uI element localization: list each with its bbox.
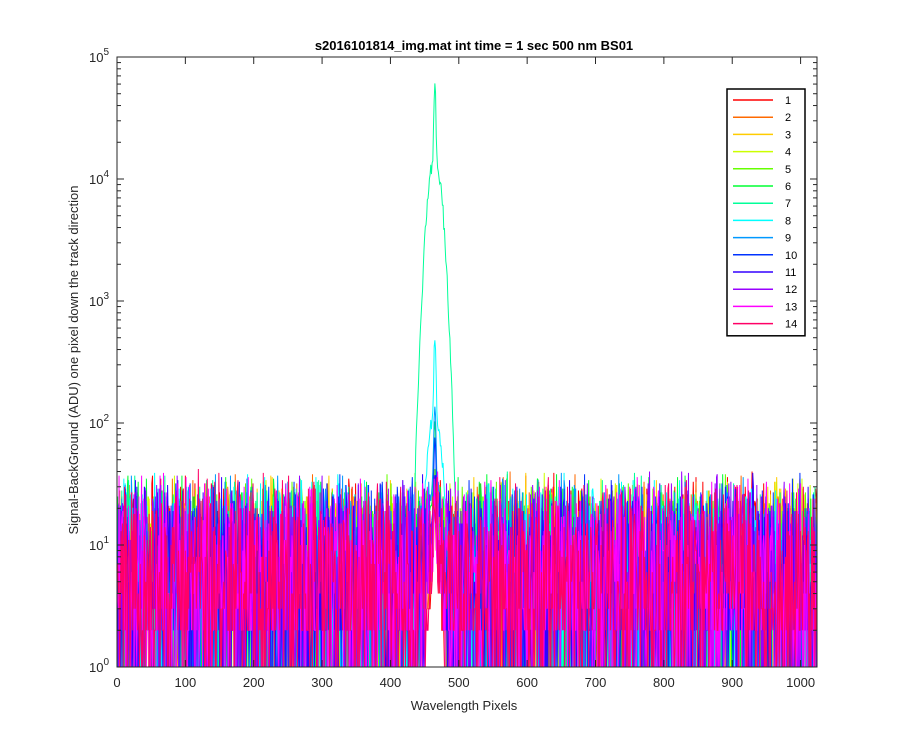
y-tick-label-1000: 103 <box>89 291 109 309</box>
x-tick-label-600: 600 <box>516 675 538 690</box>
x-tick-label-900: 900 <box>721 675 743 690</box>
x-tick-label-700: 700 <box>585 675 607 690</box>
legend-box <box>726 88 806 337</box>
x-tick-label-800: 800 <box>653 675 675 690</box>
legend-label-4: 4 <box>785 147 791 159</box>
x-tick-label-1000: 1000 <box>786 675 815 690</box>
legend-label-2: 2 <box>785 112 791 124</box>
legend-label-14: 14 <box>785 319 797 331</box>
legend-label-12: 12 <box>785 284 797 296</box>
x-tick-label-100: 100 <box>175 675 197 690</box>
y-tick-label-10: 101 <box>89 535 109 553</box>
axes-box <box>116 56 818 668</box>
legend-label-1: 1 <box>785 95 791 107</box>
chart-title: s2016101814_img.mat int time = 1 sec 500… <box>315 38 633 53</box>
x-tick-label-300: 300 <box>311 675 333 690</box>
legend-label-5: 5 <box>785 164 791 176</box>
ticks-group: 0 100 200 300 400 500 600 700 800 900 100010010110… <box>89 47 817 690</box>
series-line-14 <box>117 468 817 667</box>
y-axis-label: Signal-BackGround (ADU) one pixel down t… <box>66 185 81 534</box>
legend-label-13: 13 <box>785 301 797 313</box>
legend-label-8: 8 <box>785 215 791 227</box>
legend-label-9: 9 <box>785 233 791 245</box>
legend-label-3: 3 <box>785 129 791 141</box>
y-tick-label-10000: 104 <box>89 169 109 187</box>
y-tick-label-1: 100 <box>89 657 109 675</box>
legend-label-7: 7 <box>785 198 791 210</box>
x-tick-label-200: 200 <box>243 675 265 690</box>
y-tick-label-100000: 105 <box>89 47 109 65</box>
series-group <box>117 83 817 667</box>
x-axis-label: Wavelength Pixels <box>411 698 518 713</box>
x-tick-label-500: 500 <box>448 675 470 690</box>
legend-label-6: 6 <box>785 181 791 193</box>
y-tick-label-100: 102 <box>89 413 109 431</box>
x-tick-label-0: 0 <box>113 675 120 690</box>
legend-label-10: 10 <box>785 250 797 262</box>
legend-label-11: 11 <box>785 267 796 279</box>
x-tick-label-400: 400 <box>380 675 402 690</box>
